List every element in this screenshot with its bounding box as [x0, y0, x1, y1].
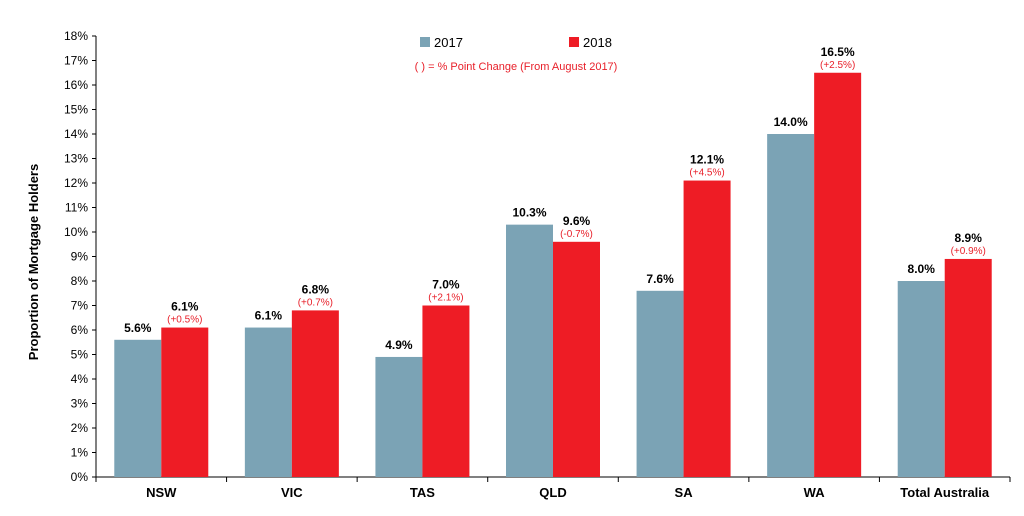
- y-tick-label: 11%: [65, 201, 88, 215]
- y-tick-label: 12%: [64, 176, 88, 190]
- y-tick-label: 7%: [71, 299, 89, 313]
- y-tick-label: 17%: [64, 54, 88, 68]
- y-tick-label: 10%: [64, 225, 88, 239]
- bar-2018: [944, 258, 992, 477]
- legend-swatch-2017: [420, 37, 430, 47]
- data-label: 8.0%: [908, 262, 936, 276]
- bar-2018: [161, 327, 209, 477]
- bar-2018: [683, 180, 731, 478]
- y-tick-label: 3%: [71, 397, 89, 411]
- data-label: 6.8%: [302, 282, 330, 296]
- x-category-label: NSW: [146, 485, 177, 500]
- data-label: 16.5%: [821, 45, 855, 59]
- y-tick-label: 9%: [71, 250, 89, 264]
- y-tick-label: 6%: [71, 323, 89, 337]
- y-tick-label: 4%: [71, 372, 89, 386]
- bar-2018: [553, 241, 600, 477]
- x-category-label: QLD: [539, 485, 566, 500]
- x-category-label: WA: [804, 485, 826, 500]
- legend-label-2017: 2017: [434, 35, 463, 50]
- y-tick-label: 1%: [71, 446, 89, 460]
- data-label: 8.9%: [955, 231, 983, 245]
- change-label: (+4.5%): [689, 168, 724, 179]
- data-label: 4.9%: [385, 338, 413, 352]
- data-label: 7.6%: [646, 272, 674, 286]
- y-tick-label: 5%: [71, 348, 89, 362]
- y-tick-label: 2%: [71, 421, 89, 435]
- data-label: 9.6%: [563, 214, 591, 228]
- x-category-label: Total Australia: [900, 485, 990, 500]
- data-label: 10.3%: [512, 206, 546, 220]
- bar-2017: [636, 290, 684, 477]
- change-label: (+0.9%): [951, 246, 986, 257]
- data-label: 14.0%: [774, 115, 808, 129]
- bar-2017: [767, 134, 815, 477]
- x-category-label: VIC: [281, 485, 303, 500]
- y-tick-label: 14%: [64, 127, 88, 141]
- x-category-label: TAS: [410, 485, 435, 500]
- y-tick-label: 15%: [64, 103, 88, 117]
- bar-2018: [814, 72, 862, 477]
- data-label: 5.6%: [124, 321, 152, 335]
- bar-2018: [291, 310, 339, 477]
- data-label: 7.0%: [432, 278, 460, 292]
- change-label: (+0.7%): [298, 297, 333, 308]
- y-axis-label: Proportion of Mortgage Holders: [26, 164, 41, 360]
- legend-note: ( ) = % Point Change (From August 2017): [415, 61, 618, 73]
- change-label: (+0.5%): [167, 315, 202, 326]
- data-label: 6.1%: [255, 309, 283, 323]
- bar-2017: [244, 327, 292, 477]
- data-label: 12.1%: [690, 153, 724, 167]
- y-tick-label: 18%: [64, 29, 88, 43]
- y-tick-label: 13%: [64, 152, 88, 166]
- bar-2017: [897, 281, 945, 477]
- data-label: 6.1%: [171, 300, 199, 314]
- legend-label-2018: 2018: [583, 35, 612, 50]
- change-label: (+2.1%): [428, 293, 463, 304]
- change-label: (-0.7%): [560, 229, 593, 240]
- y-tick-label: 0%: [71, 470, 89, 484]
- change-label: (+2.5%): [820, 60, 855, 71]
- bar-2017: [375, 356, 423, 477]
- x-category-label: SA: [675, 485, 694, 500]
- bar-2017: [506, 224, 553, 477]
- bar-2018: [422, 305, 470, 477]
- legend-swatch-2018: [569, 37, 579, 47]
- bar-2017: [114, 339, 162, 477]
- y-tick-label: 8%: [71, 274, 89, 288]
- y-tick-label: 16%: [64, 78, 88, 92]
